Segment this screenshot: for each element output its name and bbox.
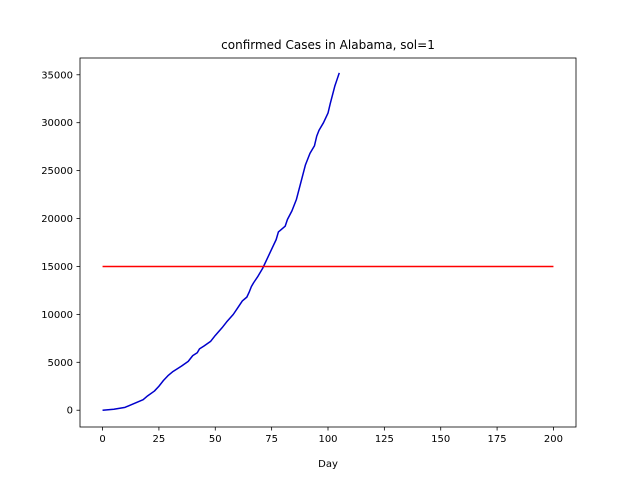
x-tick-label: 200 [544,434,563,445]
x-tick-label: 175 [488,434,507,445]
chart-title: confirmed Cases in Alabama, sol=1 [221,38,435,52]
y-tick-label: 20000 [41,214,73,225]
y-tick-label: 5000 [48,358,73,369]
x-tick-label: 50 [209,434,222,445]
y-tick-label: 35000 [41,70,73,81]
x-tick-label: 100 [318,434,337,445]
x-tick-label: 150 [431,434,450,445]
x-tick-label: 0 [99,434,105,445]
x-tick-label: 75 [265,434,278,445]
plot-lines [102,72,554,411]
y-tick-label: 25000 [41,166,73,177]
y-tick-label: 10000 [41,310,73,321]
y-tick-label: 30000 [41,118,73,129]
series-line-1 [102,72,340,411]
x-tick-label: 25 [153,434,166,445]
y-tick-label: 0 [67,406,73,417]
plot-frame [79,57,577,428]
x-tick-label: 125 [375,434,394,445]
x-axis-ticks: 0 25 50 75 100 125 150 175 200 [99,427,563,445]
y-axis-ticks: 0 5000 10000 15000 20000 25000 30000 35000 [41,70,80,417]
x-axis-label: Day [318,459,338,470]
y-tick-label: 15000 [41,262,73,273]
